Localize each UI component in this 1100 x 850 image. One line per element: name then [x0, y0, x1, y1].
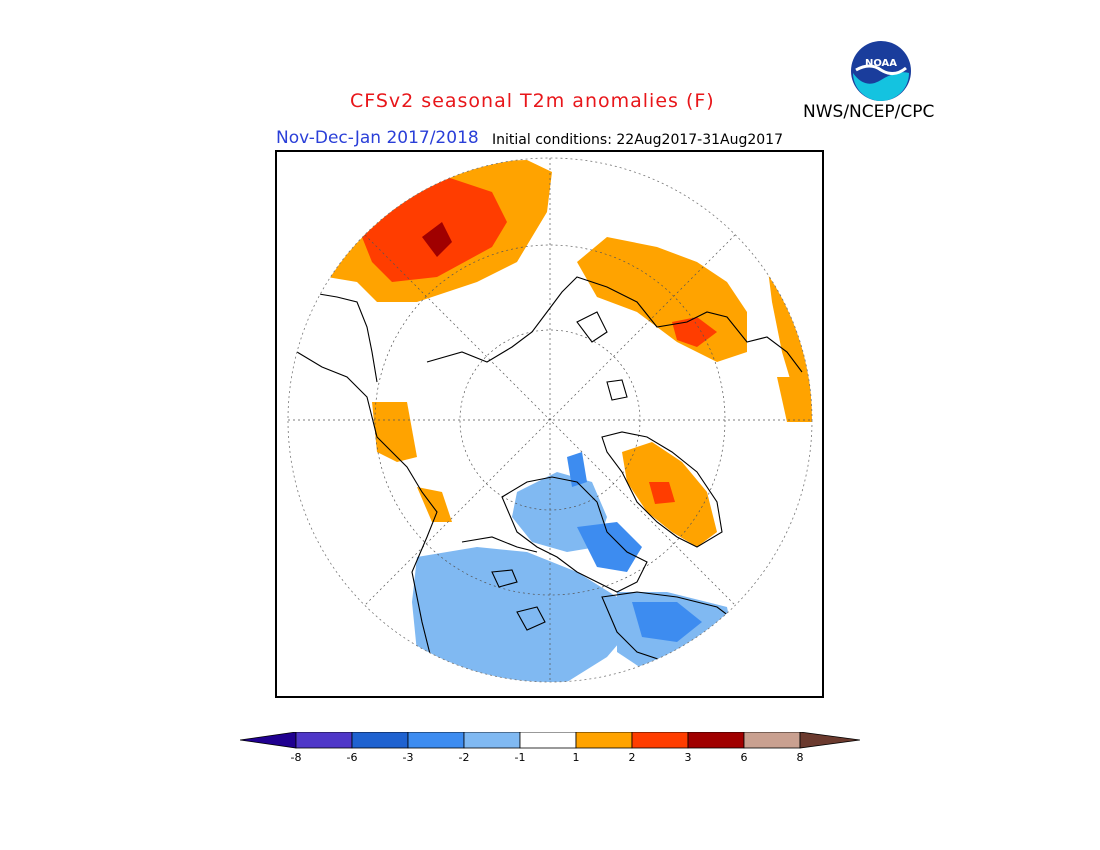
legend-tick-label: 3 [685, 751, 692, 764]
legend-swatch [351, 731, 409, 749]
anomaly-region-warm-bc [417, 487, 452, 522]
map-title: CFSv2 seasonal T2m anomalies (F) [350, 90, 715, 112]
anomaly-region-cool-north-america [412, 547, 637, 682]
color-scale-legend: -8 -6 -3 -2 -1 1 2 3 6 8 [239, 731, 861, 772]
anomaly-region-cold-labrador [632, 602, 702, 642]
coastlines [296, 276, 803, 682]
legend-swatch [631, 731, 689, 749]
anomaly-region-hot-greenland [649, 482, 675, 504]
legend-tick-label: 1 [573, 751, 580, 764]
legend-tick-label: -6 [347, 751, 358, 764]
legend-tick-label: 6 [741, 751, 748, 764]
initial-conditions-label: Initial conditions: 22Aug2017-31Aug2017 [492, 132, 783, 148]
anomaly-region-strong-pacific [422, 222, 452, 257]
legend-swatch [407, 731, 465, 749]
legend-arrow-low [239, 731, 297, 749]
anomaly-region-cold-hudson [577, 522, 642, 572]
legend-tick-label: -3 [403, 751, 414, 764]
legend-swatch [743, 731, 801, 749]
anomaly-region-warm-alaska [372, 402, 417, 462]
legend-tick-label: 8 [797, 751, 804, 764]
noaa-logo: NOAA [850, 40, 912, 102]
legend-swatch [295, 731, 353, 749]
legend-swatch [519, 731, 577, 749]
legend-tick-label: -2 [459, 751, 470, 764]
anomaly-region-warm-europe [777, 377, 812, 422]
polar-map [275, 150, 824, 698]
legend-tick-label: -8 [291, 751, 302, 764]
legend-tick-label: -1 [515, 751, 526, 764]
legend-swatch [575, 731, 633, 749]
noaa-logo-text: NOAA [865, 58, 897, 69]
graticule [288, 158, 812, 682]
legend-tick-label: 2 [629, 751, 636, 764]
agency-label: NWS/NCEP/CPC [803, 102, 935, 122]
season-label: Nov-Dec-Jan 2017/2018 [276, 128, 479, 148]
anomaly-region-cold-baffin [567, 452, 587, 487]
legend-arrow-high [799, 731, 861, 749]
legend-swatch [687, 731, 745, 749]
legend-swatch [463, 731, 521, 749]
